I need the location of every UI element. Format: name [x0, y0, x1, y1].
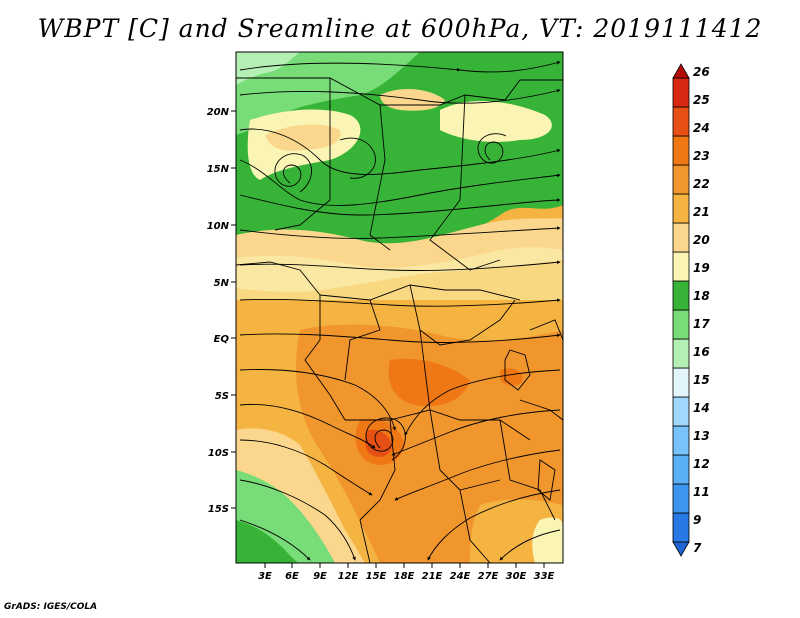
lon-label: 6E: [285, 571, 299, 582]
lon-label: 33E: [534, 571, 555, 582]
colorbar-bin: [672, 338, 690, 369]
streamlines: [239, 61, 561, 561]
country-boundaries: [236, 77, 563, 563]
latitude-axis: 20N 15N 10N 5N EQ 5S 10S 15S: [207, 107, 236, 515]
colorbar-bin: [672, 135, 690, 166]
lon-label: 21E: [422, 571, 443, 582]
colorbar-label: 13: [693, 429, 710, 443]
colorbar-bin: [672, 454, 690, 485]
colorbar-bin: [672, 63, 690, 79]
lat-label: EQ: [214, 334, 230, 345]
lat-label: 10S: [208, 448, 229, 459]
colorbar-label: 25: [693, 93, 710, 107]
lat-label: 5S: [215, 391, 229, 402]
colorbar-label: 15: [693, 373, 710, 387]
colorbar-bin: [672, 193, 690, 224]
lon-label: 15E: [366, 571, 387, 582]
wbpt-field: [236, 52, 563, 563]
colorbar-label: 9: [693, 513, 701, 527]
lon-label: 30E: [506, 571, 527, 582]
longitude-axis: 3E 6E 9E 12E 15E 18E 21E 24E 27E 30E 33E: [258, 563, 555, 582]
colorbar-label: 24: [693, 121, 710, 135]
colorbar-label: 19: [693, 261, 710, 275]
colorbar-bin: [672, 309, 690, 340]
colorbar-label: 18: [693, 289, 710, 303]
lat-label: 15S: [208, 504, 229, 515]
colorbar-label: 23: [693, 149, 710, 163]
lat-label: 15N: [207, 164, 230, 175]
lon-label: 12E: [338, 571, 359, 582]
colorbar-bin: [672, 483, 690, 514]
colorbar-bin: [672, 251, 690, 282]
colorbar-label: 12: [693, 457, 710, 471]
colorbar-bin: [672, 367, 690, 398]
colorbar: 7 9 11 12 13 14 15 16 17 18 19 20 21 22 23 24 25 26: [672, 63, 710, 557]
colorbar-label: 11: [693, 485, 710, 499]
lon-label: 18E: [394, 571, 415, 582]
colorbar-bin: [672, 164, 690, 195]
lat-label: 20N: [207, 107, 230, 118]
grads-credit: GrADS: IGES/COLA: [4, 602, 98, 612]
map-title: WBPT [C] and Sreamline at 600hPa, VT: 20…: [37, 14, 763, 43]
colorbar-bin: [672, 222, 690, 253]
colorbar-label: 21: [693, 205, 710, 219]
lat-label: 5N: [214, 278, 230, 289]
colorbar-bin: [672, 541, 690, 557]
colorbar-bin: [672, 280, 690, 311]
colorbar-bin: [672, 106, 690, 137]
colorbar-label: 14: [693, 401, 710, 415]
colorbar-bin: [672, 77, 690, 108]
colorbar-label: 16: [693, 345, 710, 359]
colorbar-label: 17: [693, 317, 710, 331]
colorbar-label: 22: [693, 177, 710, 191]
map-frame: [235, 51, 564, 564]
colorbar-bin: [672, 512, 690, 543]
colorbar-label: 20: [693, 233, 710, 247]
colorbar-label: 7: [693, 541, 702, 555]
colorbar-bin: [672, 425, 690, 456]
lon-label: 3E: [258, 571, 272, 582]
lon-label: 9E: [313, 571, 327, 582]
colorbar-label: 26: [693, 65, 710, 79]
lon-label: 24E: [450, 571, 471, 582]
lat-label: 10N: [207, 221, 230, 232]
lon-label: 27E: [478, 571, 499, 582]
colorbar-bin: [672, 396, 690, 427]
